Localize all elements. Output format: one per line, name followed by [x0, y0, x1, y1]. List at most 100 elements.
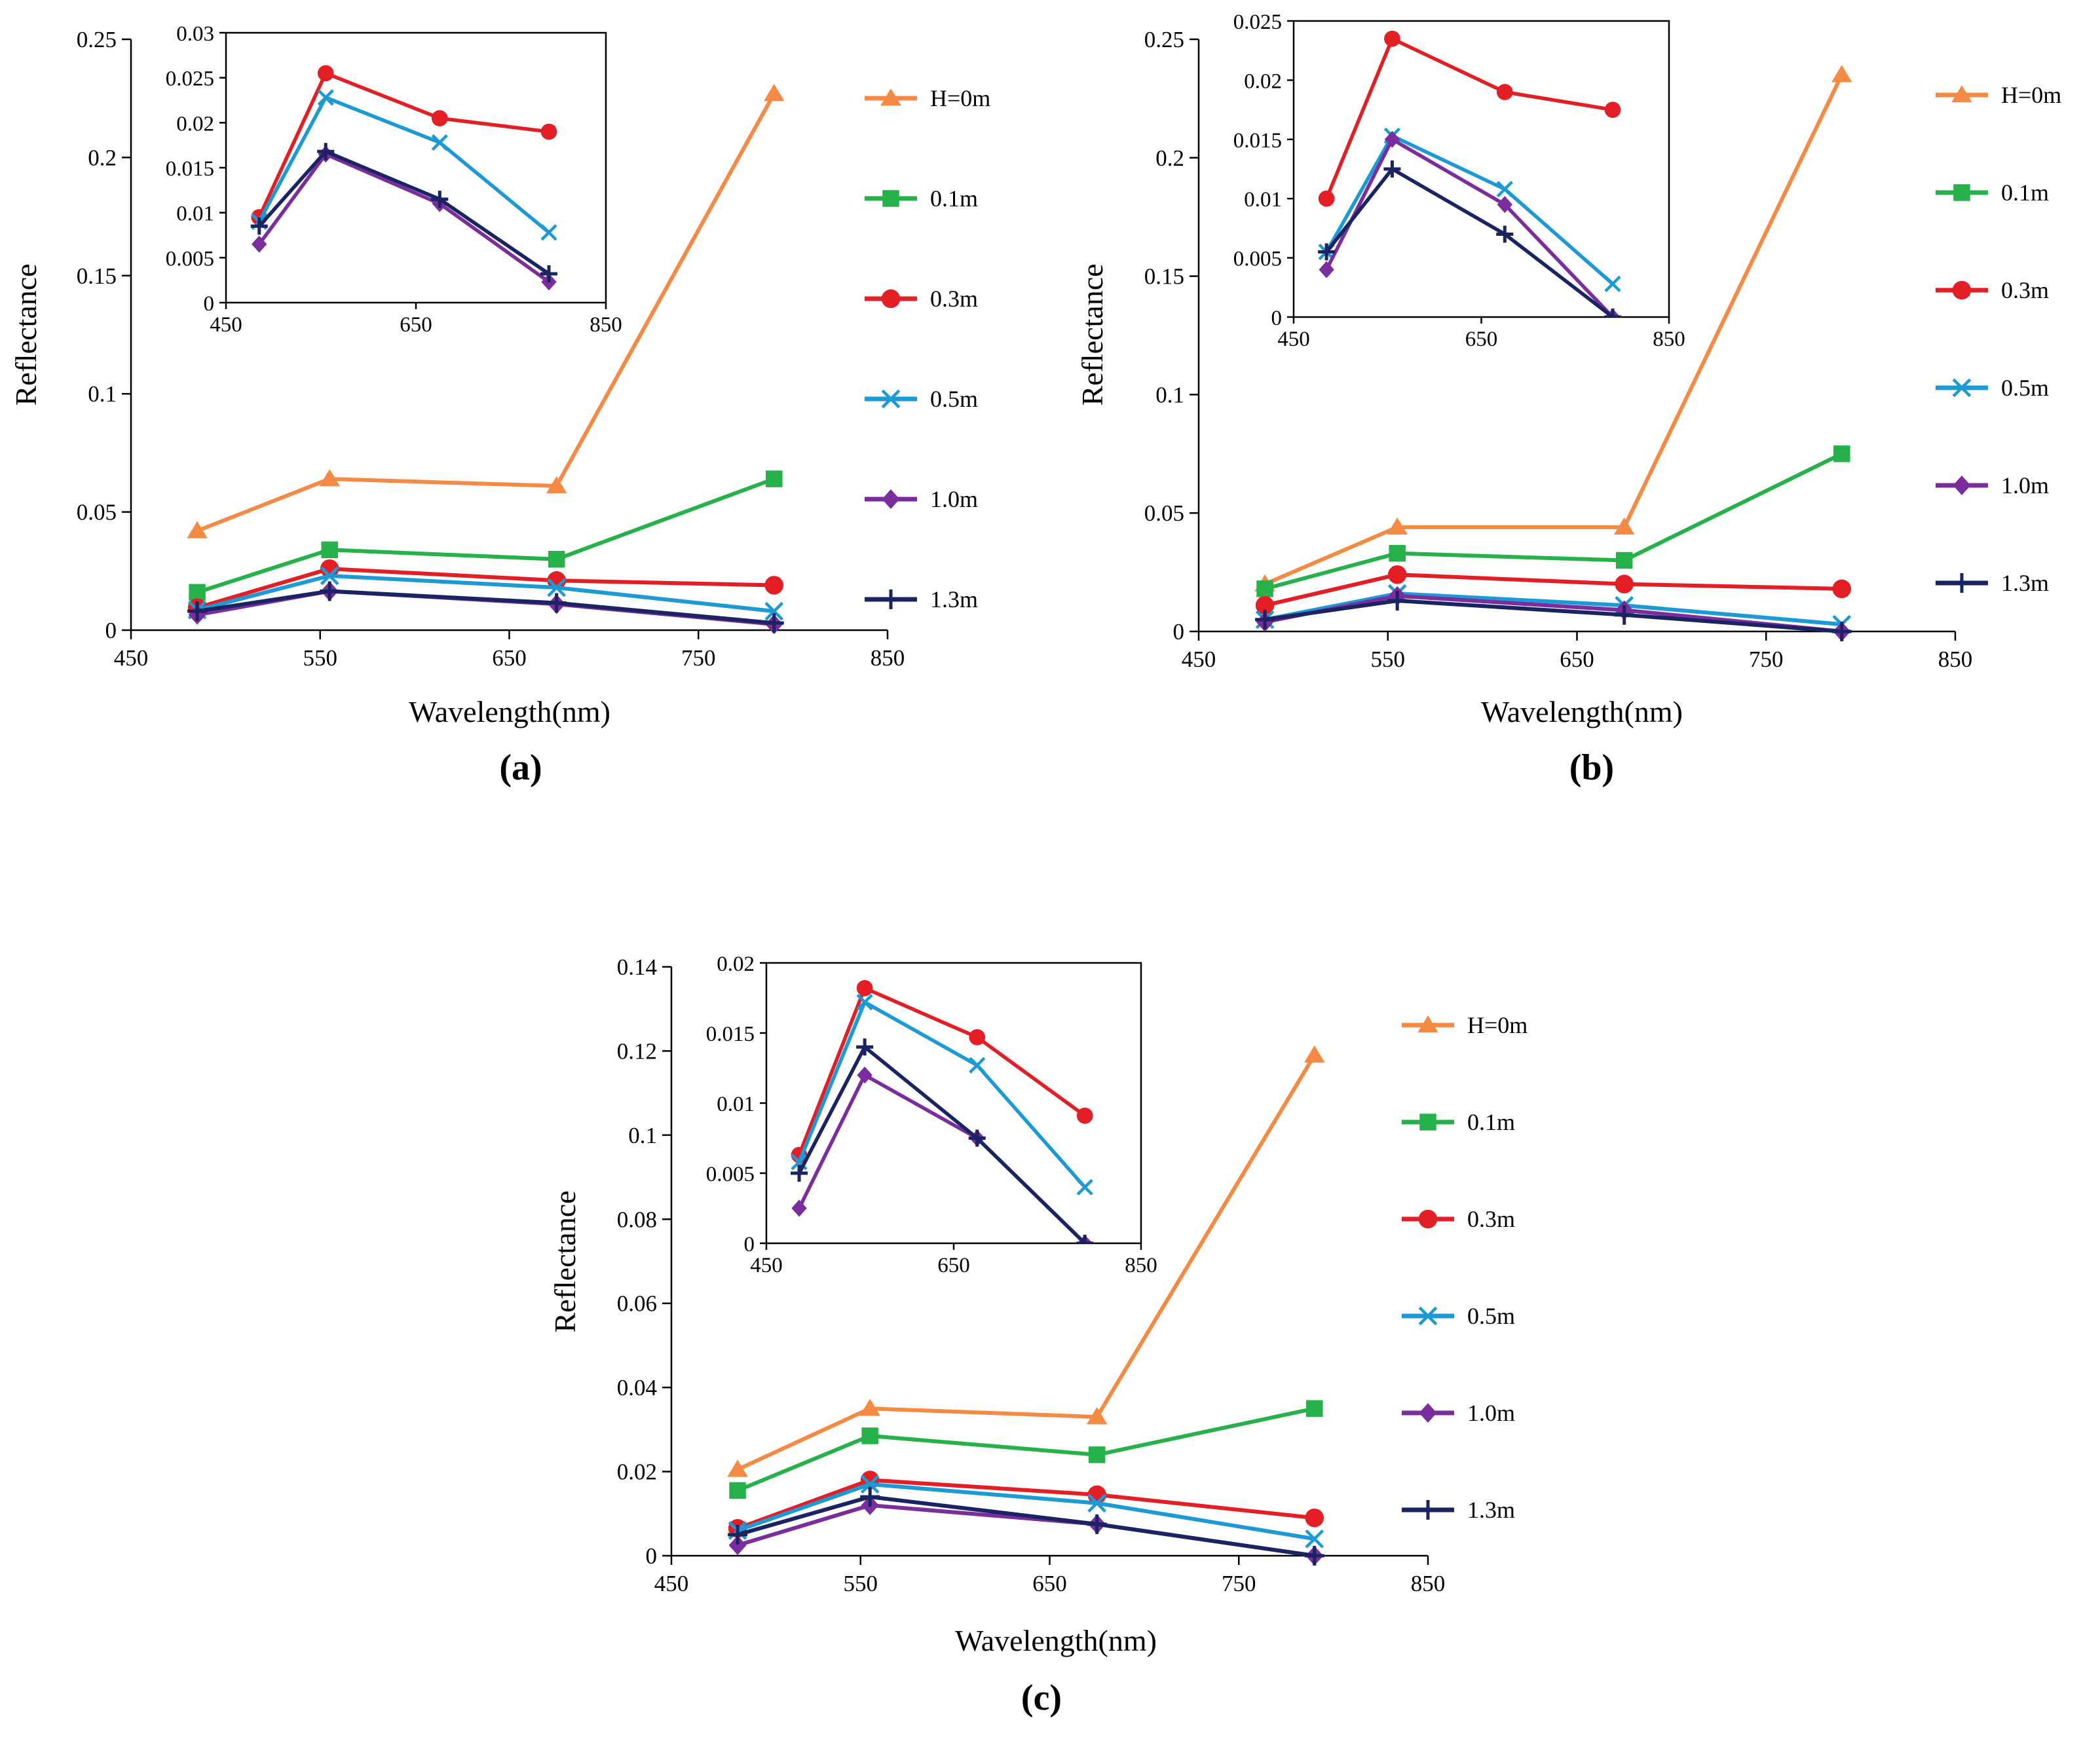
- data-point: [252, 235, 267, 253]
- data-point: [320, 581, 340, 601]
- x-tick-label: 450: [750, 1254, 783, 1277]
- y-tick-label: 0.005: [1233, 248, 1282, 271]
- data-point: [546, 593, 567, 613]
- y-tick-label: 0: [646, 1543, 658, 1569]
- data-point: [1384, 130, 1400, 148]
- data-point: [764, 601, 784, 621]
- inset-series-group: [250, 65, 557, 291]
- data-point: [189, 584, 206, 601]
- legend-label: 0.1m: [2001, 179, 2049, 206]
- legend-label: 0.1m: [1467, 1109, 1515, 1135]
- data-point: [859, 1399, 880, 1416]
- legend-label: 1.0m: [2001, 472, 2049, 498]
- legend-item: 0.1m: [1402, 1109, 1515, 1135]
- data-point: [1383, 160, 1401, 178]
- data-point: [1305, 1508, 1324, 1528]
- data-point: [791, 1165, 808, 1182]
- data-point: [540, 123, 557, 140]
- legend-item: 0.3m: [1936, 277, 2049, 303]
- legend-item: 0.1m: [1936, 179, 2049, 206]
- legend-marker: [1419, 1403, 1437, 1423]
- series-line: [737, 1503, 1315, 1558]
- legend-label: 1.0m: [1467, 1400, 1515, 1426]
- x-tick-label: 650: [1465, 328, 1498, 351]
- legend-label: H=0m: [930, 85, 990, 111]
- inset-series-group: [1318, 30, 1622, 317]
- data-point: [1319, 261, 1334, 278]
- data-point: [547, 571, 566, 590]
- legend-marker: [1952, 378, 1972, 398]
- series-1.0m: [1256, 586, 1851, 641]
- legend-item: 1.0m: [1402, 1400, 1515, 1426]
- y-tick-label: 0.15: [1144, 264, 1184, 290]
- legend-marker: [881, 389, 901, 409]
- data-point: [321, 541, 338, 559]
- series-line: [257, 149, 550, 276]
- y-tick-label: 0.1: [88, 381, 117, 407]
- data-point: [856, 994, 873, 1011]
- legend-item: H=0m: [1936, 82, 2061, 108]
- data-point: [1255, 609, 1275, 629]
- data-point: [1318, 190, 1335, 207]
- series-line: [257, 152, 550, 284]
- x-axis-title: Wavelength(nm): [409, 695, 610, 728]
- inset-chart: 450 650 850 0 0.005 0.01 0.015 0.02 0.025: [1233, 10, 1685, 351]
- x-tick-label: 650: [492, 645, 527, 671]
- y-tick-label: 0.02: [617, 1459, 657, 1485]
- y-tick-label: 0.1: [1155, 382, 1184, 407]
- y-axis-title: Reflectance: [548, 1190, 582, 1332]
- x-tick-label: 850: [1125, 1254, 1157, 1277]
- y-tick-label: 0.025: [1233, 10, 1282, 34]
- data-point: [727, 1459, 748, 1477]
- y-tick-label: 0.015: [1233, 129, 1282, 153]
- data-point: [969, 1029, 986, 1045]
- inset-frame: [765, 962, 1142, 1245]
- legend-label: 1.3m: [930, 586, 978, 612]
- data-point: [1604, 275, 1621, 293]
- series-line: [736, 1406, 1315, 1493]
- data-point: [1496, 84, 1513, 100]
- legend-item: 1.0m: [865, 486, 978, 512]
- data-point: [1832, 579, 1851, 599]
- series-line: [197, 477, 775, 595]
- data-point: [320, 559, 339, 578]
- x-tick-label: 650: [937, 1254, 970, 1277]
- x-tick-label: 650: [1560, 647, 1594, 672]
- data-point: [187, 601, 208, 622]
- data-point: [546, 476, 567, 494]
- series-0.1m: [189, 470, 783, 601]
- y-axis-title: Reflectance: [9, 263, 43, 405]
- series-1.3m: [728, 1487, 1324, 1566]
- legend-item: 1.0m: [1936, 472, 2049, 498]
- data-point: [1604, 309, 1622, 317]
- data-point: [1076, 1235, 1094, 1243]
- x-axis-title: Wavelength(nm): [955, 1624, 1157, 1657]
- data-point: [764, 613, 784, 633]
- legend-marker: [1418, 1500, 1438, 1520]
- chart-panel-c: 450 550 650 750 850 0 0.02 0.04 0.06 0.08 0.1 0.12 0…: [548, 952, 1528, 1718]
- data-point: [764, 576, 783, 595]
- data-point: [431, 110, 448, 126]
- panel-label: (a): [499, 747, 542, 788]
- data-point: [540, 265, 557, 283]
- y-tick-label: 0.005: [166, 247, 214, 271]
- legend-item: 0.1m: [865, 185, 978, 212]
- data-point: [1614, 605, 1634, 625]
- legend-marker: [882, 190, 899, 207]
- series-line: [1264, 598, 1842, 633]
- data-point: [548, 551, 565, 568]
- legend-marker: [1418, 1209, 1438, 1229]
- y-tick-label: 0.04: [617, 1375, 657, 1400]
- series-0.1m: [1256, 445, 1850, 597]
- series-line: [1324, 138, 1615, 317]
- legend-label: 0.1m: [930, 185, 978, 212]
- data-point: [547, 578, 567, 597]
- data-point: [317, 89, 334, 106]
- legend-label: 1.0m: [930, 486, 978, 512]
- series-line: [1264, 452, 1843, 591]
- y-tick-label: 0.06: [617, 1291, 657, 1317]
- data-point: [1387, 565, 1407, 584]
- legend: H=0m 0.1m 0.3m 0.5m 1.0m 1.3m: [1402, 1012, 1528, 1523]
- data-point: [431, 134, 448, 151]
